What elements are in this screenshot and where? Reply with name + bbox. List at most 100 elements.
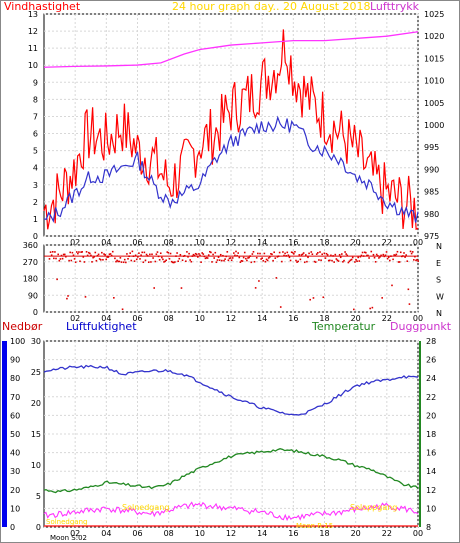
direction-point <box>408 303 411 305</box>
direction-point <box>359 255 362 258</box>
direction-point <box>417 260 419 262</box>
direction-point <box>397 261 400 263</box>
direction-point <box>393 254 395 256</box>
direction-point <box>127 257 129 260</box>
direction-point <box>353 308 355 311</box>
direction-point <box>205 257 208 259</box>
direction-point <box>53 257 55 260</box>
direction-point <box>101 251 103 254</box>
direction-point <box>246 259 248 262</box>
x-tick-label: 18 <box>319 529 329 538</box>
humidity-tick-label: 80 <box>10 374 20 383</box>
direction-point <box>321 253 323 256</box>
direction-point <box>398 261 401 263</box>
direction-point <box>360 254 363 257</box>
direction-point <box>108 253 111 256</box>
rain-tick-label: 30 <box>31 337 41 346</box>
direction-point <box>330 254 332 257</box>
direction-point <box>152 257 154 259</box>
temperature-tick-label: 28 <box>426 337 436 346</box>
direction-point <box>110 254 113 257</box>
direction-point <box>275 277 278 279</box>
direction-point <box>92 256 94 259</box>
x-tick-label: 06 <box>132 529 142 538</box>
direction-point <box>93 255 95 258</box>
temperature-tick-label: 8 <box>426 523 431 532</box>
direction-point <box>87 251 90 254</box>
wind-tick-label: 8 <box>33 95 38 104</box>
direction-point <box>243 251 246 254</box>
direction-point <box>267 257 270 259</box>
direction-point <box>147 261 150 264</box>
direction-point <box>265 258 268 261</box>
x-tick-label: 14 <box>257 314 267 323</box>
direction-point <box>94 251 97 254</box>
direction-point <box>361 251 364 254</box>
x-tick-label: 02 <box>70 529 80 538</box>
direction-point <box>77 252 79 255</box>
direction-point <box>325 252 328 255</box>
direction-point <box>337 260 340 262</box>
direction-point <box>387 256 390 258</box>
direction-point <box>224 258 226 260</box>
direction-point <box>286 251 289 254</box>
x-tick-label: 00 <box>413 314 423 323</box>
wind-tick-label: 3 <box>33 181 38 190</box>
direction-point <box>374 261 377 263</box>
direction-point <box>288 256 291 259</box>
direction-point <box>137 256 139 258</box>
direction-point <box>239 261 242 263</box>
direction-point <box>370 250 373 253</box>
direction-point <box>405 254 407 256</box>
direction-point <box>407 288 410 291</box>
x-tick-label: 18 <box>319 238 329 247</box>
direction-point <box>156 251 159 253</box>
humidity-tick-label: 20 <box>10 486 20 495</box>
direction-point <box>287 254 290 257</box>
direction-point <box>284 252 286 255</box>
direction-point <box>276 256 279 258</box>
direction-point <box>214 251 217 254</box>
x-tick-label: 22 <box>382 238 392 247</box>
pressure-tick-label: 1015 <box>424 54 444 63</box>
direction-point <box>254 287 257 289</box>
direction-point <box>315 253 318 255</box>
direction-point <box>97 253 100 256</box>
direction-point <box>298 254 301 256</box>
direction-point <box>78 251 80 253</box>
wind-tick-label: 4 <box>33 164 38 173</box>
direction-point <box>193 254 196 257</box>
direction-point <box>189 259 191 261</box>
direction-point <box>341 253 343 255</box>
direction-point <box>347 261 350 264</box>
direction-point <box>228 257 231 260</box>
direction-point <box>299 258 302 261</box>
direction-point <box>165 259 167 262</box>
direction-point <box>375 253 378 256</box>
direction-point <box>153 287 155 289</box>
x-tick-label: 14 <box>257 238 267 247</box>
direction-point <box>202 253 205 255</box>
direction-tick-label: 360 <box>23 241 38 250</box>
wind-gust-line <box>43 29 419 231</box>
direction-point <box>373 256 376 259</box>
direction-point <box>81 251 83 253</box>
pressure-tick-label: 985 <box>424 188 439 197</box>
direction-point <box>308 252 310 255</box>
direction-point <box>218 259 221 261</box>
direction-point <box>385 251 388 253</box>
wind-tick-label: 12 <box>28 27 38 36</box>
direction-point <box>217 256 220 259</box>
x-tick-label: 08 <box>164 238 174 247</box>
direction-point <box>406 260 409 262</box>
x-tick-label: 06 <box>132 238 142 247</box>
temperature-label: Temperatur <box>311 320 376 333</box>
direction-point <box>126 253 128 255</box>
direction-point <box>259 252 261 255</box>
direction-point <box>103 253 105 255</box>
direction-point <box>372 253 375 256</box>
direction-point <box>386 257 389 260</box>
direction-point <box>269 256 271 258</box>
dewpoint-line <box>43 501 419 522</box>
